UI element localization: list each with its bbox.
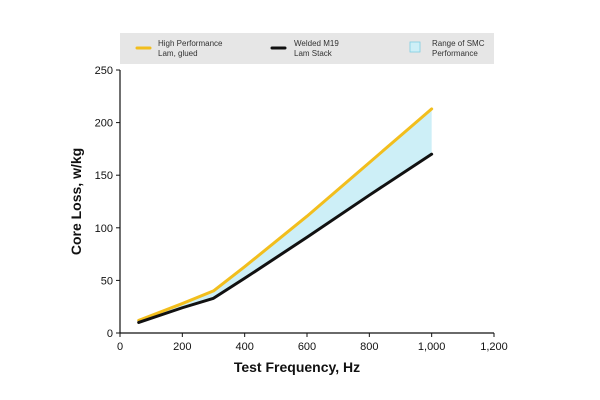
x-tick-label: 800 (360, 341, 378, 353)
x-tick-label: 1,000 (418, 341, 446, 353)
x-tick-label: 600 (298, 341, 316, 353)
axes (116, 69, 495, 337)
y-tick-label: 150 (95, 170, 113, 182)
x-tick-label: 400 (235, 341, 253, 353)
y-tick-label: 0 (107, 328, 113, 340)
tick-labels: 0 50 100 150 200 250 0 200 400 600 800 1,000 1,200 (95, 65, 508, 353)
x-tick-label: 200 (173, 341, 191, 353)
legend-label-welded-m19: Welded M19 Lam Stack (294, 39, 339, 58)
plot-area (137, 107, 434, 324)
legend-label-smc-range-line: Performance (432, 49, 478, 58)
legend-swatch-smc-range (409, 41, 421, 53)
legend-label-high-performance-line: High Performance (158, 39, 223, 48)
legend-label-smc-range: Range of SMC Performance (432, 39, 485, 58)
axis-titles: Test Frequency, Hz Core Loss, w/kg (68, 148, 360, 375)
series-line-high-performance (137, 107, 434, 322)
y-tick-label: 100 (95, 223, 113, 235)
y-tick-label: 50 (101, 275, 113, 287)
x-tick-label: 0 (117, 341, 123, 353)
legend-label-welded-m19-line: Welded M19 (294, 39, 339, 48)
x-tick-label: 1,200 (480, 341, 508, 353)
series-line-welded-m19 (137, 152, 434, 324)
legend-background (120, 33, 494, 64)
legend-label-high-performance: High Performance Lam, glued (158, 39, 223, 58)
y-tick-label: 200 (95, 118, 113, 130)
y-axis-title: Core Loss, w/kg (68, 148, 84, 255)
smc-range-band (138, 108, 432, 323)
y-tick-label: 250 (95, 65, 113, 77)
legend-label-smc-range-line: Range of SMC (432, 39, 485, 48)
legend-label-high-performance-line: Lam, glued (158, 49, 198, 58)
legend-label-welded-m19-line: Lam Stack (294, 49, 333, 58)
x-axis-title: Test Frequency, Hz (234, 359, 360, 375)
legend: High Performance Lam, glued Welded M19 Lam … (120, 33, 494, 64)
